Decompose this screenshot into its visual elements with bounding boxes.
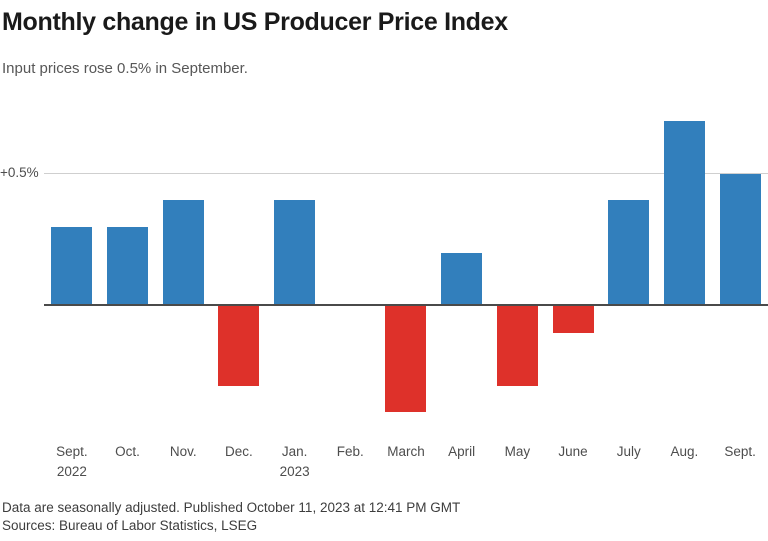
chart-slot: Sept. 2022 xyxy=(44,95,100,490)
tick-month: April xyxy=(448,444,476,459)
x-axis-tick-label: April xyxy=(426,442,498,462)
tick-year: 2023 xyxy=(279,464,310,479)
chart-slot: May xyxy=(490,95,546,490)
chart-slot: April xyxy=(434,95,490,490)
chart-slot: Nov. xyxy=(155,95,211,490)
footnote-sources: Sources: Bureau of Labor Statistics, LSE… xyxy=(2,518,258,533)
x-axis-tick-label: June xyxy=(537,442,609,462)
x-axis-tick-label: Oct. xyxy=(92,442,164,462)
chart-slot: Feb. xyxy=(322,95,378,490)
chart-slot: Oct. xyxy=(100,95,156,490)
plot-area: Sept. 2022 Oct. Nov. Dec. Jan. 2023 Feb. March Ap… xyxy=(44,95,768,490)
x-axis-tick-label: Sept. 2022 xyxy=(36,442,108,482)
page-title: Monthly change in US Producer Price Inde… xyxy=(2,8,508,36)
footnote-published: Data are seasonally adjusted. Published … xyxy=(2,500,461,515)
chart-slot: Dec. xyxy=(211,95,267,490)
chart-slot: March xyxy=(378,95,434,490)
chart-footnotes: Data are seasonally adjusted. Published … xyxy=(2,499,460,535)
tick-month: June xyxy=(558,444,588,459)
chart-bar xyxy=(552,306,594,333)
chart-slot: Sept. xyxy=(712,95,768,490)
x-axis-tick-label: Aug. xyxy=(649,442,721,462)
x-axis-tick-label: Feb. xyxy=(314,442,386,462)
x-axis-tick-label: March xyxy=(370,442,442,462)
tick-month: Sept. xyxy=(724,444,756,459)
tick-month: March xyxy=(387,444,425,459)
x-axis-tick-label: Dec. xyxy=(203,442,275,462)
tick-month: Sept. xyxy=(56,444,88,459)
chart-bar xyxy=(608,200,650,306)
chart-bar xyxy=(107,226,149,306)
tick-month: Nov. xyxy=(169,444,197,459)
chart-slot: Aug. xyxy=(657,95,713,490)
tick-month: July xyxy=(616,444,641,459)
x-axis-tick-label: Sept. xyxy=(704,442,768,462)
chart-bar xyxy=(496,306,538,386)
tick-month: Feb. xyxy=(336,444,364,459)
tick-year: 2022 xyxy=(56,464,87,479)
x-axis-zero-line xyxy=(44,304,768,306)
tick-month: Dec. xyxy=(225,444,253,459)
chart-slot: June xyxy=(545,95,601,490)
chart-bar xyxy=(663,120,705,306)
chart-slot: Jan. 2023 xyxy=(267,95,323,490)
ppi-bar-chart: +0.5% Sept. 2022 Oct. Nov. Dec. Jan. 2023 Feb. M… xyxy=(0,95,768,490)
chart-bar xyxy=(441,253,483,306)
chart-bar xyxy=(385,306,427,412)
chart-slot: July xyxy=(601,95,657,490)
chart-subtitle: Input prices rose 0.5% in September. xyxy=(2,60,248,77)
x-axis-tick-label: Nov. xyxy=(147,442,219,462)
x-axis-tick-label: Jan. 2023 xyxy=(259,442,331,482)
chart-bar xyxy=(274,200,316,306)
chart-bar xyxy=(218,306,260,386)
gridline-plus-05pct xyxy=(44,173,768,174)
chart-bar xyxy=(51,226,93,306)
chart-bar xyxy=(719,173,761,306)
tick-month: Oct. xyxy=(115,444,140,459)
y-axis-gridline-label: +0.5% xyxy=(0,165,39,180)
tick-month: May xyxy=(504,444,531,459)
tick-month: Aug. xyxy=(670,444,699,459)
x-axis-tick-label: May xyxy=(482,442,554,462)
x-axis-tick-label: July xyxy=(593,442,665,462)
chart-bar xyxy=(162,200,204,306)
tick-month: Jan. xyxy=(281,444,308,459)
